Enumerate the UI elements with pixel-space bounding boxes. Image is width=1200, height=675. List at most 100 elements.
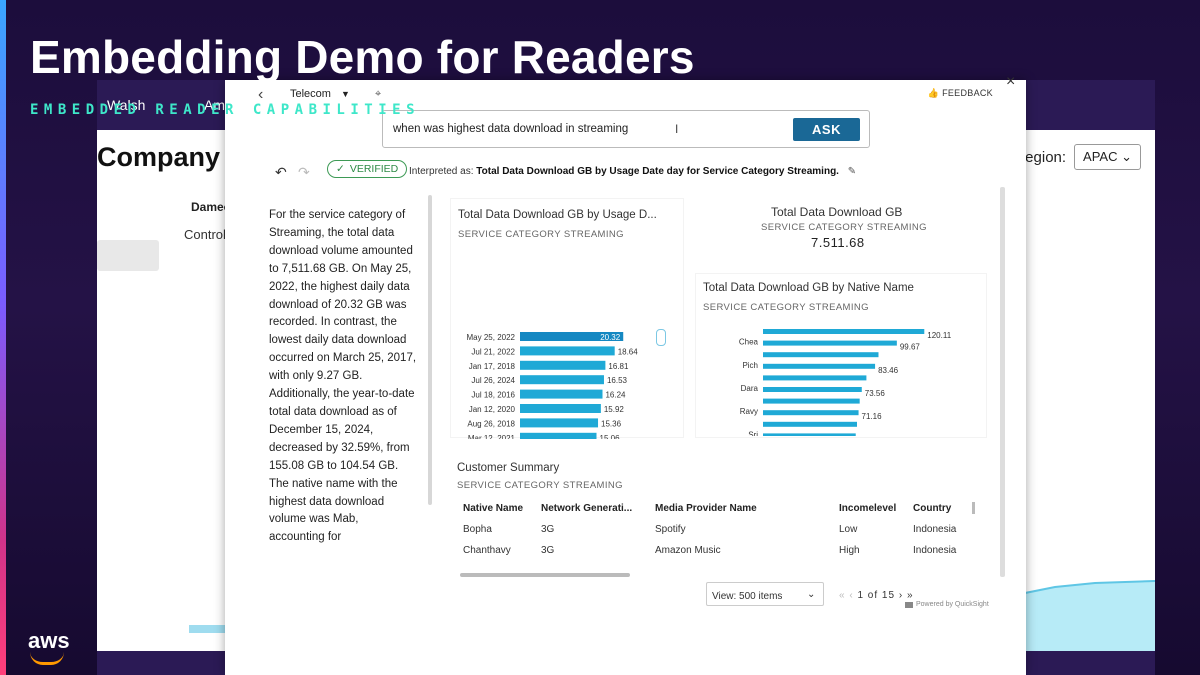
accent-bar <box>0 0 6 675</box>
bg-nav-item[interactable]: Am <box>204 97 225 113</box>
data-label: 15.06 <box>600 434 621 439</box>
category-label: Ravy <box>740 407 758 416</box>
table-cell: 3G <box>541 524 555 535</box>
table-cell: Chanthavy <box>463 545 511 556</box>
ask-button[interactable]: ASK <box>793 118 860 141</box>
data-label: 71.16 <box>862 412 883 421</box>
panel-scrollbar[interactable] <box>1000 187 1005 577</box>
region-select[interactable]: APAC ⌄ <box>1074 144 1141 170</box>
pencil-icon[interactable]: ✎ <box>847 166 857 177</box>
quicksight-icon <box>905 601 913 608</box>
data-label: 16.81 <box>608 362 629 371</box>
text-cursor-icon: I <box>675 122 679 136</box>
table-cell: High <box>839 545 860 556</box>
topic-label: Telecom <box>290 88 331 100</box>
column-header[interactable]: Country <box>913 503 952 514</box>
usage-date-bar-chart: May 25, 2022 20.32 Jul 21, 2022 18.64 Jan 17… <box>467 332 638 439</box>
bg-sidebar-item[interactable] <box>97 240 159 271</box>
category-label: May 25, 2022 <box>467 333 516 342</box>
bar <box>520 404 601 413</box>
back-icon[interactable]: ‹ <box>258 86 264 103</box>
category-label: Sri <box>748 430 758 436</box>
bar <box>763 375 867 381</box>
bar <box>763 421 857 427</box>
bar <box>520 432 597 439</box>
question-input[interactable]: when was highest data download in stream… <box>382 110 870 148</box>
verified-badge[interactable]: ✓ VERIFIED <box>327 160 408 178</box>
chart2-title: Total Data Download GB by Native Name <box>703 282 914 294</box>
aws-smile-icon <box>30 652 64 665</box>
usage-date-chart-card: Total Data Download GB by Usage D... SER… <box>450 198 684 439</box>
first-page-icon[interactable]: « <box>839 590 846 601</box>
table-cell: 3G <box>541 545 555 556</box>
bar <box>520 346 615 356</box>
table-cell: Indonesia <box>913 545 957 556</box>
data-label: 69.05 <box>859 435 880 436</box>
company-title: Company <box>97 142 221 172</box>
customer-table: Native Name Network Generati... Media Pr… <box>455 497 971 561</box>
feedback-button[interactable]: 👍 FEEDBACK <box>928 88 993 99</box>
chevron-down-icon: ⌄ <box>807 589 816 600</box>
last-page-icon[interactable]: » <box>906 590 914 601</box>
table-row[interactable]: Bopha 3G Spotify Low Indonesia <box>455 519 971 540</box>
column-header[interactable]: Media Provider Name <box>655 503 757 514</box>
table-subtitle: SERVICE CATEGORY STREAMING <box>457 480 623 491</box>
bar <box>763 352 879 358</box>
data-label: 15.36 <box>601 419 622 428</box>
kpi-value: 7,511.68 <box>811 235 865 247</box>
chart1-title: Total Data Download GB by Usage D... <box>458 209 657 221</box>
table-cell: Low <box>839 524 858 535</box>
category-label: Jan 17, 2018 <box>469 362 516 371</box>
column-header[interactable]: Native Name <box>463 503 524 514</box>
data-label: 16.53 <box>607 376 628 385</box>
native-name-bar-chart: 120.11 Chea 99.67 Pich 83.46 Dara 73.56 Ravy 71.… <box>739 329 952 436</box>
topic-select[interactable]: Telecom ▼ <box>290 88 350 100</box>
undo-icon[interactable]: ↶ <box>275 164 287 180</box>
table-cell: Amazon Music <box>655 545 721 556</box>
bar <box>520 389 603 399</box>
chart2-subtitle: SERVICE CATEGORY STREAMING <box>703 302 869 313</box>
column-header[interactable]: Network Generati... <box>541 503 633 514</box>
table-row[interactable]: Chanthavy 3G Amazon Music High Indonesia <box>455 540 971 561</box>
bg-column-value: Control <box>184 227 226 242</box>
caret-down-icon: ▼ <box>340 89 350 99</box>
prev-page-icon[interactable]: ‹ <box>849 590 854 601</box>
pin-icon[interactable]: ⌖ <box>375 88 382 100</box>
bar <box>763 387 862 392</box>
bar <box>520 418 599 428</box>
bar <box>763 410 859 416</box>
category-label: Mar 12, 2021 <box>468 434 516 439</box>
redo-icon[interactable]: ↷ <box>298 164 310 180</box>
view-items-select[interactable]: View: 500 items ⌄ <box>706 582 824 606</box>
bar <box>520 360 606 370</box>
slide-subtitle: EMBEDDED READER CAPABILITIES <box>30 102 421 118</box>
interpretation: Interpreted as: Total Data Download GB b… <box>409 166 856 177</box>
data-label: 83.46 <box>878 366 899 375</box>
table-cell: Indonesia <box>913 524 957 535</box>
column-header[interactable]: Incomelevel <box>839 503 897 514</box>
powered-by: Powered by QuickSight <box>905 601 989 608</box>
kpi-subtitle: SERVICE CATEGORY STREAMING <box>761 222 927 233</box>
bar <box>763 433 856 436</box>
interpreted-prefix: Interpreted as: <box>409 166 474 177</box>
bg-nav-item[interactable]: Walsh <box>107 97 146 113</box>
bar <box>763 398 860 404</box>
category-label: Pich <box>742 361 758 370</box>
bar <box>520 332 624 341</box>
region-label: Region: <box>1014 148 1067 166</box>
next-page-icon[interactable]: › <box>898 590 904 601</box>
narrative-scrollbar[interactable] <box>428 195 432 505</box>
native-name-chart-card: Total Data Download GB by Native Name SE… <box>695 273 987 438</box>
thumb-icon: 👍 <box>927 88 940 98</box>
region-filter: Region: APAC ⌄ <box>1014 144 1141 170</box>
table-horizontal-scrollbar[interactable] <box>460 573 630 577</box>
check-icon: ✓ <box>336 163 345 175</box>
table-vertical-scrollbar[interactable] <box>972 502 975 514</box>
narrative-text: For the service category of Streaming, t… <box>269 209 417 544</box>
category-label: Jan 12, 2020 <box>469 405 516 414</box>
bar <box>763 363 876 369</box>
verified-label: VERIFIED <box>349 163 399 175</box>
close-icon[interactable]: × <box>1006 73 1016 90</box>
category-label: Jul 18, 2016 <box>471 391 515 400</box>
scroll-handle-icon[interactable] <box>656 329 666 346</box>
